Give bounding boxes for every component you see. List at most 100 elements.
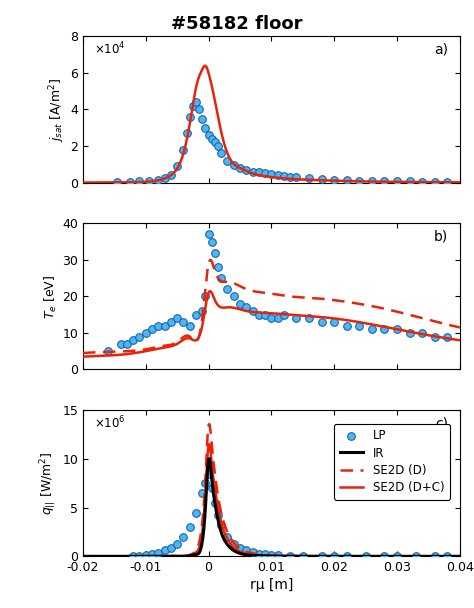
LP: [161, 545, 168, 555]
Point: [145, 176, 153, 186]
SE2D (D+C): [126, 553, 131, 560]
Point: [381, 176, 388, 186]
SE2D (D): [203, 469, 209, 476]
Point: [180, 145, 187, 154]
Point: [199, 306, 206, 316]
Point: [431, 332, 438, 342]
Point: [242, 303, 250, 313]
IR: [457, 553, 463, 560]
Point: [117, 339, 124, 349]
Point: [236, 299, 244, 309]
Point: [211, 247, 219, 257]
X-axis label: rμ [m]: rμ [m]: [250, 578, 293, 592]
SE2D (D): [353, 553, 359, 560]
Point: [201, 292, 209, 302]
Point: [208, 237, 216, 246]
Point: [192, 97, 200, 107]
Point: [406, 328, 413, 338]
LP: [155, 548, 162, 558]
Point: [186, 112, 193, 122]
Point: [114, 178, 121, 187]
LP: [205, 469, 212, 478]
Point: [318, 174, 325, 184]
Point: [393, 176, 401, 186]
Point: [136, 176, 143, 186]
Point: [255, 168, 263, 178]
LP: [201, 478, 209, 488]
SE2D (D): [457, 553, 463, 560]
Point: [217, 273, 225, 283]
Point: [180, 317, 187, 327]
LP: [249, 548, 256, 558]
Point: [292, 314, 301, 323]
Line: IR: IR: [83, 458, 460, 556]
Point: [155, 176, 162, 185]
Point: [249, 167, 256, 176]
IR: [207, 455, 212, 462]
Point: [208, 134, 216, 143]
Line: SE2D (D): SE2D (D): [83, 424, 460, 556]
Point: [418, 328, 426, 338]
LP: [208, 483, 216, 493]
Point: [236, 163, 244, 173]
Point: [230, 161, 237, 170]
LP: [274, 550, 282, 560]
SE2D (D): [355, 553, 361, 560]
Point: [183, 128, 191, 138]
IR: [80, 553, 86, 560]
SE2D (D): [80, 553, 86, 560]
IR: [203, 499, 209, 506]
Text: #58182 floor: #58182 floor: [171, 15, 303, 33]
Point: [167, 170, 174, 180]
LP: [136, 551, 143, 561]
LP: [236, 543, 244, 553]
Point: [224, 284, 231, 294]
Text: $\times\mathregular{10}^4$: $\times\mathregular{10}^4$: [94, 41, 126, 58]
IR: [318, 553, 324, 560]
SE2D (D+C): [355, 553, 361, 560]
Point: [318, 317, 325, 327]
LP: [393, 551, 401, 561]
Point: [330, 175, 338, 185]
SE2D (D): [230, 538, 236, 545]
Point: [431, 177, 438, 187]
LP: [199, 488, 206, 498]
Point: [305, 314, 313, 323]
Point: [189, 101, 197, 111]
LP: [211, 498, 219, 508]
Point: [305, 174, 313, 184]
LP: [214, 511, 222, 520]
Point: [104, 347, 112, 356]
Point: [161, 173, 168, 183]
SE2D (D): [126, 553, 131, 560]
Point: [142, 328, 149, 338]
LP: [173, 539, 181, 548]
Text: b): b): [434, 229, 448, 243]
LP: [299, 551, 307, 561]
Point: [211, 137, 219, 147]
LP: [431, 551, 438, 561]
IR: [355, 553, 361, 560]
LP: [362, 551, 369, 561]
Point: [186, 321, 193, 331]
SE2D (D+C): [230, 544, 236, 551]
LP: [286, 551, 294, 561]
IR: [353, 553, 359, 560]
LP: [443, 551, 451, 561]
LP: [230, 539, 237, 548]
Point: [195, 105, 203, 114]
Line: SE2D (D+C): SE2D (D+C): [83, 444, 460, 556]
LP: [148, 550, 156, 559]
LP: [330, 551, 338, 561]
Point: [214, 141, 222, 151]
Point: [406, 176, 413, 186]
LP: [261, 550, 269, 559]
Point: [136, 332, 143, 342]
Point: [443, 332, 451, 342]
SE2D (D): [207, 421, 212, 428]
Text: c): c): [436, 416, 448, 430]
Point: [286, 172, 294, 182]
Text: a): a): [435, 43, 448, 57]
LP: [186, 522, 193, 532]
Y-axis label: $q_{||}$ [W/m$^2$]: $q_{||}$ [W/m$^2$]: [39, 452, 59, 515]
